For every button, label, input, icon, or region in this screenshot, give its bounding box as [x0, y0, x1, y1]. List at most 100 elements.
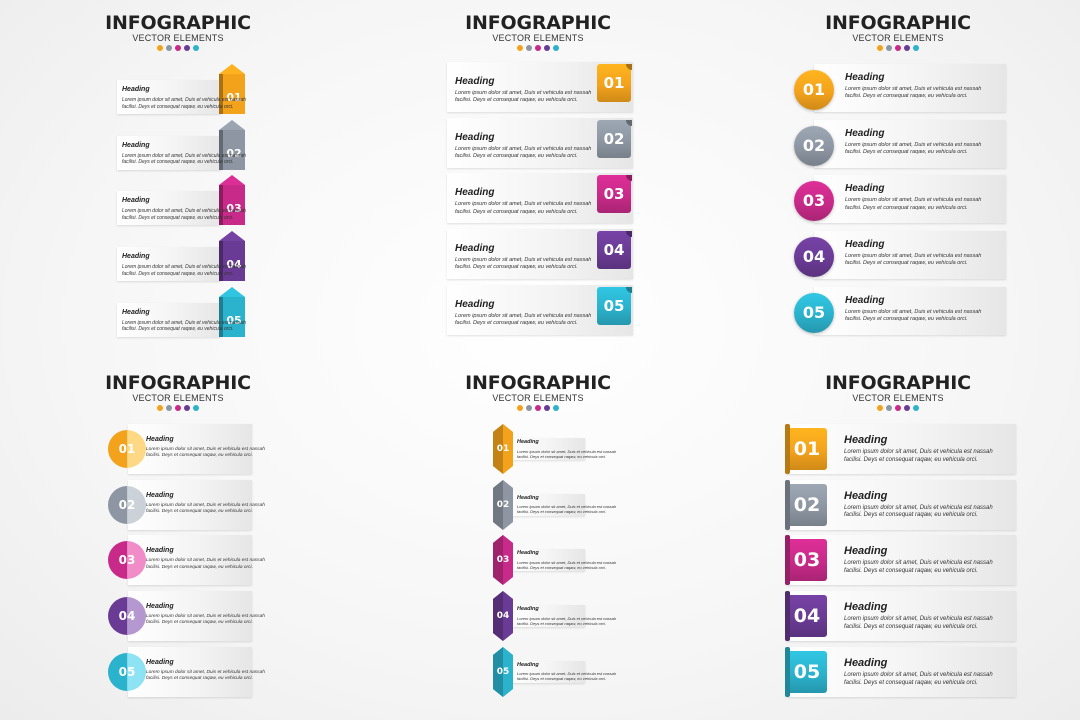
step-description: Lorem ipsum dolor sit amet, Duis et vehi… [146, 670, 265, 682]
number-tile [597, 64, 631, 102]
half-circle-shade [108, 430, 146, 468]
color-dot [175, 405, 181, 411]
step-card [508, 438, 585, 460]
description-line: facilisi. Deys et consequat raqaw, eu ve… [845, 204, 968, 211]
color-dot [895, 45, 901, 51]
step-card [117, 80, 221, 114]
step-number: 02 [802, 135, 826, 155]
step-number: 03 [802, 191, 826, 211]
description-line: Lorem ipsum dolor sit amet, Duis et vehi… [122, 208, 246, 215]
double-arrow-marker [493, 479, 513, 530]
tab-edge [785, 646, 790, 697]
number-circle [794, 237, 834, 278]
description-line: Lorem ipsum dolor sit amet, Duis et vehi… [845, 86, 982, 92]
step-card [508, 660, 585, 683]
step-card [814, 175, 1006, 224]
step-heading: Heading [844, 545, 888, 558]
step-heading: Heading [517, 550, 539, 557]
color-dots [720, 45, 1076, 51]
step-heading: Heading [844, 489, 888, 502]
color-dot [904, 405, 910, 411]
description-line: facilisi. Deys et consequat raqaw, eu ve… [517, 676, 607, 682]
description-line: Lorem ipsum dolor sit amet, Duis et vehi… [146, 614, 265, 620]
color-dot [166, 405, 172, 411]
step-card [814, 119, 1006, 168]
color-dots [360, 405, 716, 411]
step-item: 04 Heading Lorem ipsum dolor sit amet, Dui… [360, 591, 720, 643]
step-card [117, 302, 221, 337]
arrow-up-marker [219, 175, 245, 226]
number-tab [787, 595, 827, 638]
color-dot [175, 45, 181, 51]
description-line: facilisi. Deys et consequat raqaw, eu ve… [146, 620, 253, 626]
color-dot [904, 45, 910, 51]
description-line: facilisi. Deys et consequat raqaw, eu ve… [517, 509, 607, 515]
step-card [117, 191, 221, 226]
step-item: 04 Heading Lorem ipsum dolor sit amet, Dui… [0, 591, 360, 643]
color-dot [184, 45, 190, 51]
description-line: facilisi. Deys et consequat raqaw, eu ve… [844, 623, 978, 630]
step-number: 03 [793, 549, 821, 572]
description-line: Lorem ipsum dolor sit amet, Duis et vehi… [455, 312, 592, 319]
color-dot [535, 405, 541, 411]
color-dot [157, 45, 163, 51]
step-number: 04 [603, 241, 625, 260]
step-card [814, 286, 1006, 335]
description-line: facilisi. Deys et consequat raqaw, eu ve… [455, 152, 578, 159]
panel-subtitle: VECTOR ELEMENTS [492, 393, 584, 403]
color-dot [166, 45, 172, 51]
step-heading: Heading [122, 141, 150, 149]
infographic-panel: INFOGRAPHIC VECTOR ELEMENTS 01 Heading Lorem… [0, 360, 360, 720]
step-description: Lorem ipsum dolor sit amet, Duis et vehi… [844, 505, 993, 521]
description-line: Lorem ipsum dolor sit amet, Duis et vehi… [845, 308, 982, 315]
step-item: 03 Heading Lorem ipsum dolor sit amet, Dui… [720, 173, 1080, 225]
panel-subtitle: VECTOR ELEMENTS [492, 33, 584, 43]
step-description: Lorem ipsum dolor sit amet, Duis et vehi… [455, 313, 591, 327]
description-line: facilisi. Deys et consequat raqaw, eu ve… [455, 264, 578, 271]
step-card [128, 535, 252, 586]
step-number: 02 [603, 129, 625, 148]
step-number: 01 [226, 91, 242, 104]
step-number: 02 [793, 493, 821, 516]
infographic-panel: INFOGRAPHIC VECTOR ELEMENTS 01 Heading Lorem… [360, 360, 720, 720]
step-heading: Heading [845, 72, 885, 83]
step-heading: Heading [517, 661, 539, 668]
description-line: Lorem ipsum dolor sit amet, Duis et vehi… [455, 90, 592, 96]
step-item: 03 Heading Lorem ipsum dolor sit amet, Dui… [360, 173, 720, 225]
step-number: 04 [118, 609, 136, 624]
page-curl-icon [626, 231, 632, 238]
description-line: facilisi. Deys et consequat raqaw, eu ve… [122, 326, 234, 333]
color-dot [193, 45, 199, 51]
step-number: 05 [118, 664, 136, 679]
step-item: 03 Heading Lorem ipsum dolor sit amet, Dui… [0, 173, 360, 226]
tab-edge [785, 479, 790, 530]
step-heading: Heading [844, 656, 888, 669]
color-dot [526, 405, 532, 411]
step-item: 04 Heading Lorem ipsum dolor sit amet, Dui… [720, 229, 1080, 281]
tab-edge [785, 535, 790, 586]
step-number: 05 [802, 302, 826, 322]
description-line: Lorem ipsum dolor sit amet, Duis et vehi… [845, 197, 982, 204]
step-item: 05 Heading Lorem ipsum dolor sit amet, Dui… [360, 646, 720, 699]
step-description: Lorem ipsum dolor sit amet, Duis et vehi… [146, 614, 265, 626]
step-card [128, 646, 252, 697]
color-dot [553, 405, 559, 411]
step-description: Lorem ipsum dolor sit amet, Duis et vehi… [845, 142, 981, 156]
step-item: 05 Heading Lorem ipsum dolor sit amet, Dui… [720, 646, 1080, 699]
tab-edge [785, 591, 790, 642]
step-item: 01 Heading Lorem ipsum dolor sit amet, Dui… [360, 424, 720, 476]
color-dots [720, 405, 1076, 411]
step-description: Lorem ipsum dolor sit amet, Duis et vehi… [517, 671, 616, 681]
step-heading: Heading [146, 436, 174, 443]
step-card [128, 591, 252, 642]
description-line: facilisi. Deys et consequat raqaw, eu ve… [845, 260, 968, 267]
color-dot [886, 405, 892, 411]
step-card [508, 549, 585, 572]
step-heading: Heading [146, 658, 174, 666]
color-dot [553, 45, 559, 51]
step-number: 05 [226, 313, 242, 327]
step-item: 03 Heading Lorem ipsum dolor sit amet, Dui… [360, 535, 720, 587]
color-dots [360, 45, 716, 51]
step-item: 02 Heading Lorem ipsum dolor sit amet, Dui… [360, 479, 720, 532]
description-line: facilisi. Deys et consequat raqaw, eu ve… [517, 565, 607, 571]
